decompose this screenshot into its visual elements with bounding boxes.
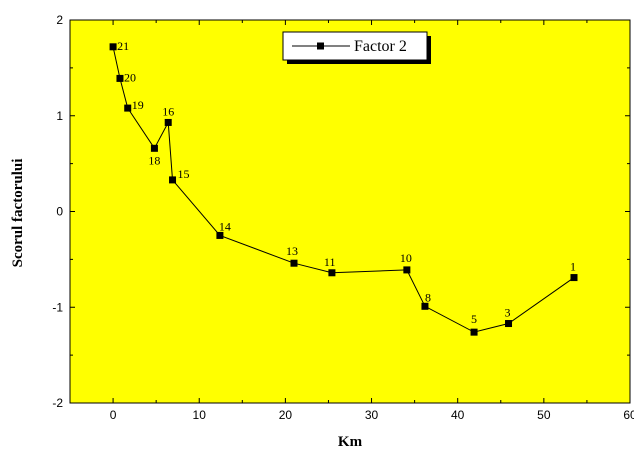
x-tick-label: 60 — [623, 408, 634, 422]
data-point-label: 8 — [425, 290, 431, 304]
data-point-label: 18 — [148, 153, 160, 167]
y-tick-label: -2 — [52, 396, 63, 410]
y-axis-title: Scorul factorului — [10, 159, 26, 268]
data-point — [421, 302, 429, 310]
data-point — [290, 259, 298, 267]
point-labels: 21 20 19 18 16 15 14 13 11 10 8 5 3 1 — [117, 39, 576, 326]
x-tick-label: 20 — [279, 408, 293, 422]
x-axis-title: Km — [338, 434, 363, 450]
data-point-label: 15 — [178, 167, 190, 181]
data-point-label: 20 — [124, 70, 136, 84]
x-tick-label: 40 — [451, 408, 465, 422]
data-point — [124, 104, 132, 112]
series-markers — [109, 43, 578, 336]
data-point-label: 21 — [117, 39, 129, 53]
data-point-label: 5 — [471, 312, 477, 326]
data-point — [169, 176, 177, 184]
data-point-label: 16 — [162, 104, 174, 118]
x-tick-label: 50 — [537, 408, 551, 422]
data-point — [570, 274, 578, 282]
data-point-label: 13 — [286, 244, 298, 258]
data-point-label: 3 — [505, 306, 511, 320]
data-point — [109, 43, 117, 51]
plot-area — [69, 19, 631, 404]
data-point — [328, 269, 336, 277]
x-tick-label: 10 — [193, 408, 207, 422]
data-point — [116, 74, 124, 82]
data-point — [150, 144, 158, 152]
x-tick-label: 0 — [110, 408, 117, 422]
legend-label: Factor 2 — [354, 38, 407, 55]
y-tick-label: 1 — [56, 109, 63, 123]
data-point-label: 14 — [219, 219, 231, 233]
data-point — [216, 231, 224, 239]
y-tick-label: 0 — [56, 205, 63, 219]
data-point — [470, 328, 478, 336]
y-tick-label: 2 — [56, 13, 63, 27]
data-point-label: 10 — [400, 251, 412, 265]
data-point — [505, 320, 513, 328]
axis-ticks — [69, 19, 631, 404]
data-point-label: 1 — [570, 260, 576, 274]
data-point-label: 11 — [324, 255, 336, 269]
series-line-factor-2 — [112, 46, 575, 333]
data-point — [403, 266, 411, 274]
legend-marker — [317, 42, 324, 50]
y-tick-label: -1 — [52, 300, 63, 314]
x-tick-label: 30 — [365, 408, 379, 422]
legend: Factor 2 — [282, 31, 431, 64]
data-point — [164, 118, 172, 126]
data-point-label: 19 — [132, 98, 144, 112]
